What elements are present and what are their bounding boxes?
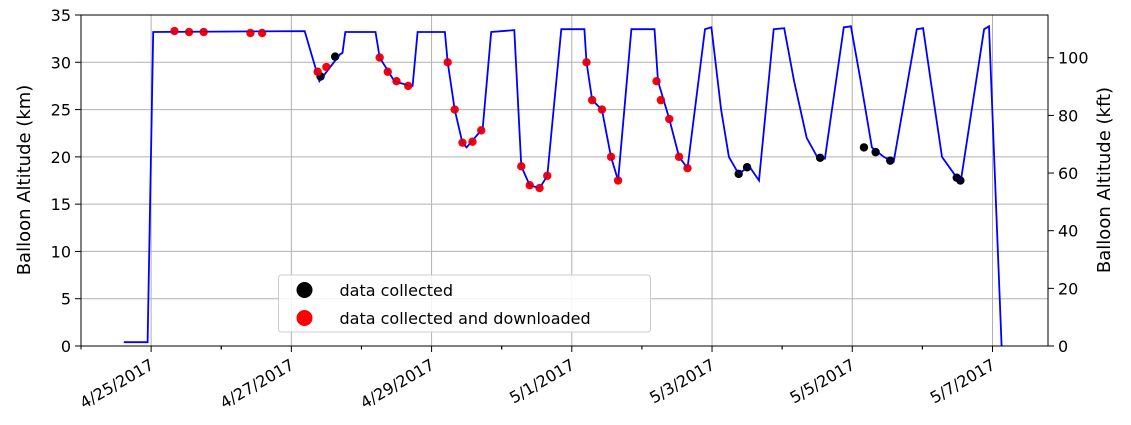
data-point bbox=[257, 28, 267, 38]
y2-axis-label: Balloon Altitude (kft) bbox=[1094, 87, 1115, 273]
legend-label: data collected and downloaded bbox=[340, 309, 591, 328]
data-point bbox=[859, 143, 869, 152]
x-tick-label: 5/1/2017 bbox=[506, 355, 578, 407]
legend-box bbox=[278, 274, 651, 333]
y-axis-label: Balloon Altitude (km) bbox=[14, 85, 35, 276]
data-point bbox=[652, 77, 661, 86]
y-tick-label: 35 bbox=[51, 6, 71, 25]
data-point bbox=[468, 137, 477, 146]
x-tick-label: 4/29/2017 bbox=[357, 355, 438, 412]
legend-marker bbox=[296, 282, 313, 298]
y-tick-label: 5 bbox=[61, 290, 71, 309]
y2-tick-label: 40 bbox=[1058, 222, 1078, 241]
y-tick-label: 0 bbox=[61, 337, 71, 356]
legend-label: data collected bbox=[340, 281, 454, 300]
data-point bbox=[404, 81, 413, 91]
y-tick-label: 30 bbox=[51, 53, 71, 72]
plot-frame bbox=[80, 14, 1049, 347]
y2-tick-label: 0 bbox=[1058, 337, 1068, 356]
y2-tick-label: 100 bbox=[1058, 49, 1089, 68]
x-tick-label: 5/3/2017 bbox=[646, 355, 718, 407]
data-point bbox=[246, 28, 255, 38]
data-point bbox=[330, 52, 340, 61]
altitude-line-overlay bbox=[123, 25, 1003, 347]
data-point bbox=[392, 77, 401, 86]
y2-tick-label: 60 bbox=[1058, 164, 1078, 183]
data-point bbox=[322, 62, 331, 72]
data-point bbox=[170, 26, 179, 36]
y-tick-label: 20 bbox=[51, 148, 71, 167]
x-tick-label: 4/25/2017 bbox=[77, 355, 158, 412]
y-tick-label: 10 bbox=[51, 242, 71, 261]
y-tick-label: 15 bbox=[51, 195, 71, 214]
data-point bbox=[871, 147, 880, 157]
data-point bbox=[886, 156, 895, 165]
x-tick-label: 5/7/2017 bbox=[927, 355, 999, 407]
y2-tick-label: 20 bbox=[1058, 279, 1078, 298]
y2-tick-label: 80 bbox=[1058, 106, 1078, 125]
legend-marker bbox=[296, 310, 313, 326]
x-tick-label: 4/27/2017 bbox=[217, 355, 298, 412]
y-tick-label: 25 bbox=[51, 101, 71, 120]
x-tick-label: 5/5/2017 bbox=[787, 355, 859, 407]
